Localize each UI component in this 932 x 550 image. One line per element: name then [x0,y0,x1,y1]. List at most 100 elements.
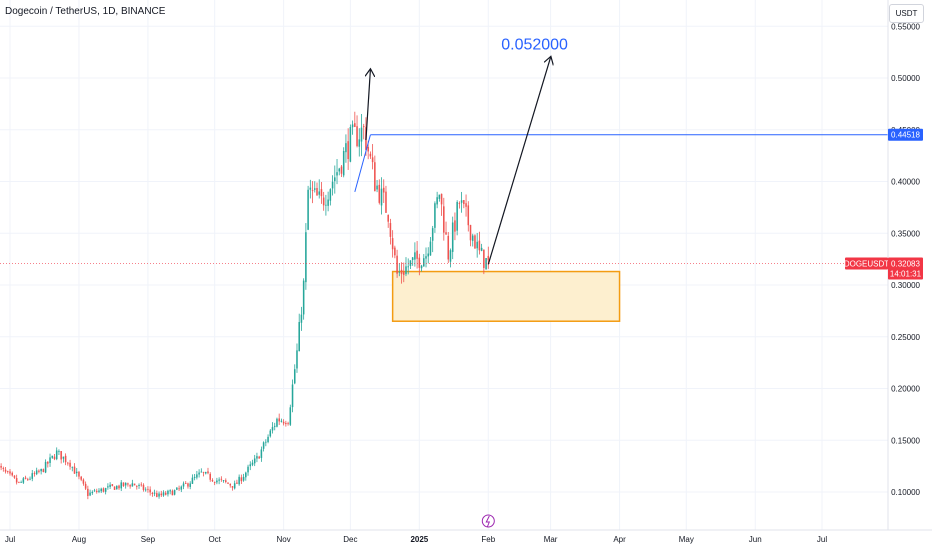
time-tick-label: Jul [5,535,15,544]
candle-body [204,472,207,474]
candle-body [467,205,470,226]
chart-title: Dogecoin / TetherUS, 1D, BINANCE [5,6,166,17]
candle-body [184,483,187,484]
candle-body [209,473,211,480]
candle-body [429,241,432,256]
candle-body [369,153,372,157]
candle-body [207,471,209,474]
candle-body [291,384,294,408]
candle-body [15,478,18,483]
candle-body [42,469,45,473]
candle-body [178,488,180,490]
candle-body [140,484,143,486]
candle-body [191,477,194,484]
candle-body [474,235,476,249]
candle-body [340,166,343,174]
candle-body [55,450,58,460]
price-tick-label: 0.40000 [891,178,920,187]
symbol-tag-label: DOGEUSDT [844,259,889,268]
candle-body [211,480,214,482]
time-tick-label: Feb [481,535,495,544]
candle-body [409,260,412,266]
candle-body [325,204,327,206]
candle-body [327,199,329,206]
candle-body [40,468,42,472]
candle-body [4,469,7,472]
price-tick-label: 0.55000 [891,22,920,31]
candle-body [35,470,38,475]
candle-body [407,266,409,268]
candle-body [24,477,27,479]
lightning-event-icon [481,514,495,528]
time-tick-label: Sep [141,535,156,544]
candle-body [107,486,109,488]
candle-body [120,482,123,489]
candle-body [443,206,445,233]
candle-body [2,468,5,469]
candle-body [44,461,47,473]
candle-body [358,139,361,147]
candle-body [27,479,29,480]
candle-body [349,127,352,162]
candle-body [196,474,198,478]
candle-body [200,471,203,473]
candle-body [149,489,151,493]
candle-body [316,187,318,196]
demand-zone [391,270,621,322]
candle-body [440,193,443,205]
candle-body [405,266,407,275]
candle-body [6,471,9,472]
currency-button[interactable]: USDT [889,4,924,23]
candle-body [238,476,240,485]
candle-body [129,485,131,487]
candle-body [38,470,40,472]
candle-body [280,420,283,422]
candle-body [271,427,274,431]
candle-body [82,479,85,484]
current-price-tag [888,257,923,280]
price-tick-label: 0.15000 [891,436,920,445]
candle-body [93,490,96,492]
overlays-group: 0.052000 [0,36,888,265]
candle-body [151,492,154,494]
candle-body [160,493,163,496]
candle-body [9,471,11,474]
candle-body [164,492,167,495]
candle-countdown-label: 14:01:31 [890,269,922,278]
candle-body [193,476,196,478]
candle-body [425,256,427,259]
price-tick-label: 0.35000 [891,229,920,238]
candle-body [371,157,374,163]
candle-body [420,265,423,269]
candle-body [338,168,341,172]
time-tick-label: Mar [544,535,558,544]
candle-body [487,255,490,261]
candle-body [476,241,478,249]
candle-body [169,490,171,492]
candle-body [18,481,20,483]
time-axis: Jul Aug Sep Oct Nov Dec 2025 Feb Mar Apr May Jun Jul [0,514,932,544]
candle-body [298,322,300,352]
candle-body [91,491,94,494]
candle-body [300,314,303,323]
candle-body [423,258,425,267]
candle-body [322,197,325,206]
candle-body [309,187,312,190]
candle-body [362,126,365,128]
candle-body [133,483,136,486]
candle-body [260,449,263,458]
time-tick-label: Jul [817,535,827,544]
projection-arrow [487,57,550,265]
candle-body [285,423,287,425]
candle-body [458,203,461,204]
candle-body [118,485,120,489]
candle-body [144,489,147,491]
candle-body [236,482,238,484]
candle-body [60,451,62,460]
level-price-tag [888,128,923,141]
candle-body [198,472,200,475]
candle-body [451,222,454,252]
candle-body [402,272,405,275]
candle-body [245,472,247,478]
